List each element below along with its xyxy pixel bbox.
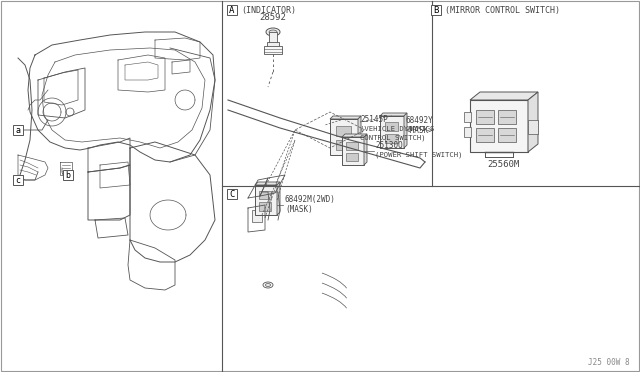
Text: 28592: 28592 (260, 13, 287, 22)
Bar (252, 210, 262, 222)
Polygon shape (528, 92, 538, 152)
Bar (470, 100, 528, 152)
Bar (342, 137, 364, 165)
Bar (385, 134, 398, 143)
Bar (346, 153, 358, 161)
Text: <MASK>: <MASK> (406, 125, 434, 135)
Text: (MIRROR CONTROL SWITCH): (MIRROR CONTROL SWITCH) (445, 6, 560, 15)
Bar (346, 142, 358, 150)
Bar (528, 120, 538, 134)
Bar (227, 189, 237, 199)
Text: b: b (65, 170, 70, 180)
Ellipse shape (266, 28, 280, 36)
Bar (259, 191, 271, 199)
Ellipse shape (263, 282, 273, 288)
Text: 25130Q: 25130Q (375, 141, 403, 150)
Polygon shape (404, 113, 407, 148)
Bar (380, 116, 404, 148)
Bar (269, 32, 277, 44)
Bar (13, 125, 23, 135)
Polygon shape (470, 92, 538, 100)
Bar (431, 5, 441, 15)
Text: A: A (229, 6, 235, 15)
Text: 25560M: 25560M (487, 160, 519, 169)
Text: C: C (229, 189, 235, 199)
Bar (255, 185, 277, 215)
Bar (227, 5, 237, 15)
Bar (498, 128, 516, 142)
Text: c: c (15, 176, 20, 185)
Text: (VEHICLE DYNAMICS: (VEHICLE DYNAMICS (360, 126, 435, 132)
Text: a: a (15, 125, 20, 135)
Bar (464, 127, 471, 137)
Text: (POWER SHIFT SWITCH): (POWER SHIFT SWITCH) (375, 152, 463, 158)
Polygon shape (255, 182, 280, 185)
Bar (259, 202, 271, 211)
Text: 25145P: 25145P (360, 115, 388, 124)
Bar (476, 110, 494, 124)
Text: J25 00W 8: J25 00W 8 (588, 358, 630, 367)
Polygon shape (358, 116, 361, 155)
Ellipse shape (269, 30, 277, 34)
Bar (498, 110, 516, 124)
Bar (267, 42, 279, 48)
Polygon shape (342, 134, 367, 137)
Bar (330, 119, 358, 155)
Bar (385, 122, 398, 131)
Bar (63, 170, 73, 180)
Polygon shape (330, 116, 361, 119)
Bar (335, 126, 351, 136)
Ellipse shape (266, 283, 271, 286)
Bar (476, 128, 494, 142)
Text: B: B (433, 6, 438, 15)
Polygon shape (364, 134, 367, 165)
Polygon shape (277, 182, 280, 215)
Text: (INDICATOR): (INDICATOR) (241, 6, 296, 15)
Polygon shape (380, 113, 407, 116)
Text: CONTROL SWITCH): CONTROL SWITCH) (360, 135, 426, 141)
Bar (264, 46, 282, 54)
Text: 68492Y: 68492Y (406, 115, 434, 125)
Bar (13, 175, 23, 185)
Bar (335, 140, 351, 150)
Text: (MASK): (MASK) (285, 205, 313, 214)
Text: 68492M(2WD): 68492M(2WD) (285, 195, 336, 203)
Bar (464, 112, 471, 122)
